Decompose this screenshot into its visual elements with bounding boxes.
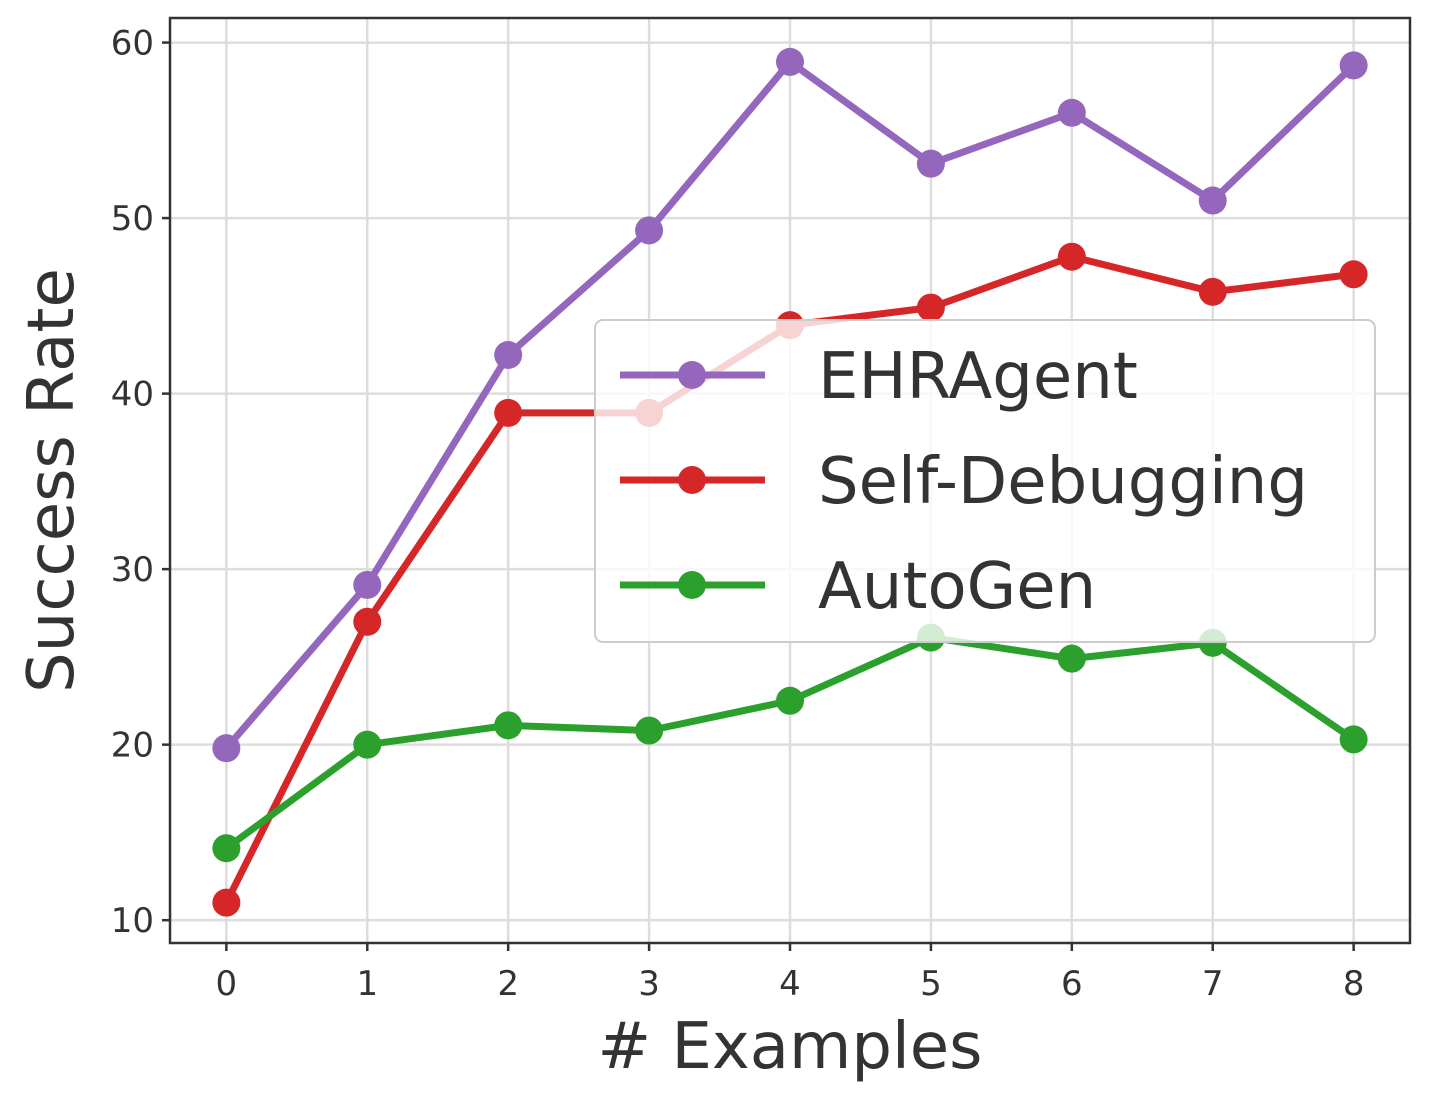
legend-swatch-marker xyxy=(678,571,706,599)
data-point xyxy=(1057,98,1086,127)
y-tick-label: 30 xyxy=(111,550,154,590)
data-point xyxy=(353,607,382,636)
legend-box xyxy=(594,319,1376,643)
data-point xyxy=(1198,186,1227,215)
data-point xyxy=(1198,277,1227,306)
y-axis-ticks: 10 20 30 40 50 60 xyxy=(111,24,170,941)
legend-item: EHRAgent xyxy=(620,340,1138,414)
y-tick-label: 60 xyxy=(111,24,154,64)
data-point xyxy=(353,570,382,599)
y-axis-label: Success Rate xyxy=(15,268,89,693)
data-point xyxy=(635,216,664,245)
x-tick-label: 7 xyxy=(1202,964,1224,1004)
data-point xyxy=(494,341,523,370)
x-tick-label: 8 xyxy=(1343,964,1365,1004)
x-tick-label: 4 xyxy=(779,964,801,1004)
x-tick-label: 6 xyxy=(1061,964,1083,1004)
legend-swatch-marker xyxy=(678,361,706,389)
data-point xyxy=(353,730,382,759)
data-point xyxy=(1339,260,1368,289)
x-tick-label: 5 xyxy=(920,964,942,1004)
legend-label: AutoGen xyxy=(818,550,1096,624)
data-point xyxy=(212,888,241,917)
data-point xyxy=(494,398,523,427)
data-point xyxy=(1057,242,1086,271)
x-tick-label: 1 xyxy=(356,964,378,1004)
legend-label: Self-Debugging xyxy=(818,445,1308,519)
legend-item: AutoGen xyxy=(620,550,1096,624)
data-point xyxy=(212,734,241,763)
x-axis-label: # Examples xyxy=(598,1010,983,1084)
data-point xyxy=(635,716,664,745)
y-tick-label: 50 xyxy=(111,199,154,239)
series-ehragent xyxy=(212,47,1368,763)
x-tick-label: 3 xyxy=(638,964,660,1004)
data-point xyxy=(1057,644,1086,673)
y-tick-label: 10 xyxy=(111,901,154,941)
legend: EHRAgent Self-Debugging AutoGen xyxy=(594,319,1376,643)
legend-item: Self-Debugging xyxy=(620,445,1308,519)
x-tick-label: 2 xyxy=(497,964,519,1004)
y-tick-label: 20 xyxy=(111,726,154,766)
data-point xyxy=(1339,725,1368,754)
data-point xyxy=(212,834,241,863)
legend-swatch-marker xyxy=(678,466,706,494)
y-tick-label: 40 xyxy=(111,375,154,415)
x-tick-label: 0 xyxy=(216,964,238,1004)
data-point xyxy=(494,711,523,740)
data-point xyxy=(776,686,804,715)
data-point xyxy=(916,149,945,178)
data-point xyxy=(776,47,804,76)
legend-label: EHRAgent xyxy=(818,340,1138,414)
data-point xyxy=(916,293,945,322)
x-axis-ticks: 0 1 2 3 4 5 6 7 8 xyxy=(216,943,1365,1004)
data-point xyxy=(1339,51,1368,80)
